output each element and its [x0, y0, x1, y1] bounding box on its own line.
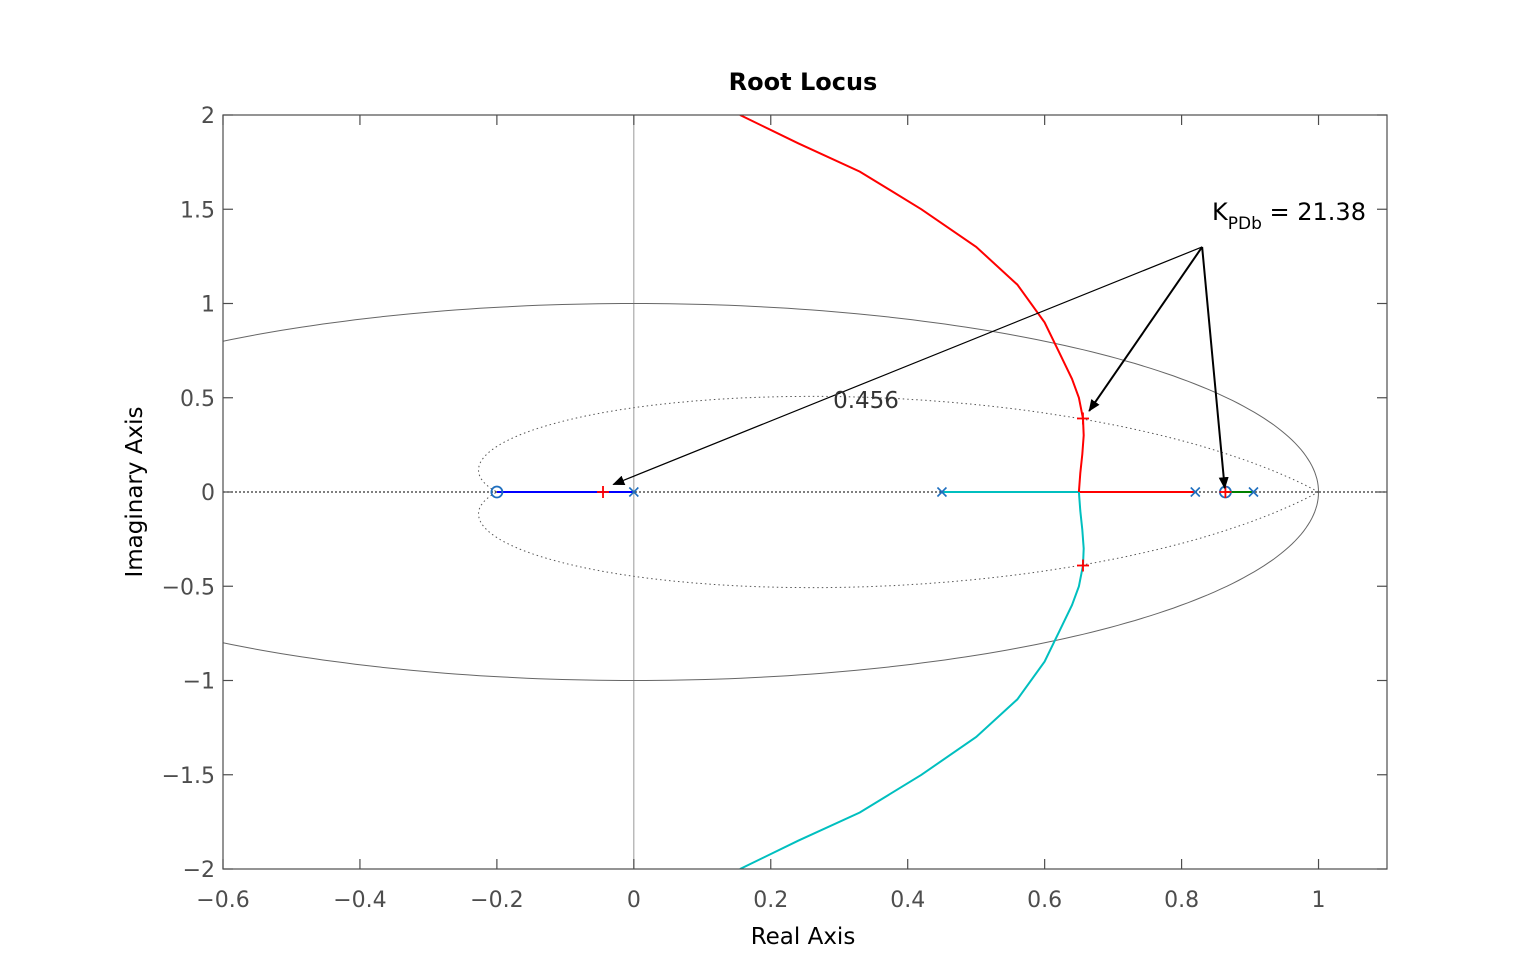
locus-branches — [496, 115, 1254, 869]
pole-stroke — [628, 486, 639, 498]
annotation-value: = 21.38 — [1262, 198, 1366, 226]
pole-zero-markers — [490, 412, 1259, 572]
y-tick-label: 2 — [201, 104, 215, 129]
zero-marker-0 — [490, 485, 504, 499]
axis-ticks: −0.6 −0.4 −0.2 0 0.2 0.4 0.6 0.8 1 −2 −1.5 −1 −0.5 0 0… — [162, 104, 1387, 913]
x-tick-label: 0 — [627, 888, 641, 913]
chart-title: Root Locus — [729, 68, 878, 96]
y-tick-label: −2 — [183, 858, 215, 883]
pole-marker-0 — [628, 486, 639, 498]
x-tick-label: 0.6 — [1027, 888, 1062, 913]
annotation-k: K — [1212, 198, 1229, 226]
y-tick-label: 0.5 — [180, 387, 215, 412]
y-tick-label: 0 — [201, 481, 215, 506]
damping-contour-lower — [478, 491, 1319, 589]
annotation-arrow-1 — [1088, 246, 1203, 412]
y-axis-label: Imaginary Axis — [122, 406, 148, 577]
y-tick-label: 1 — [201, 293, 215, 318]
annotation-label: KPDb = 21.38 — [1212, 198, 1366, 234]
pole-marker-3 — [1248, 486, 1259, 498]
x-tick-label: 0.8 — [1164, 888, 1199, 913]
annotation-subscript: PDb — [1228, 214, 1262, 234]
unit-circle — [223, 303, 1319, 681]
pole-stroke — [1248, 486, 1259, 498]
x-tick-label: 1 — [1312, 888, 1326, 913]
pole-marker-2 — [1190, 486, 1201, 498]
pole-marker-1 — [936, 486, 948, 498]
gain-marker-2 — [1076, 559, 1089, 572]
locus-branch-4 — [739, 491, 1085, 869]
x-tick-label: −0.6 — [196, 888, 249, 913]
x-tick-label: −0.2 — [470, 888, 523, 913]
y-tick-label: −1.5 — [162, 764, 215, 789]
y-tick-label: −0.5 — [162, 575, 215, 600]
gain-marker-1 — [1076, 412, 1089, 425]
gain-annotation: KPDb = 21.38 — [612, 198, 1366, 490]
y-tick-label: 1.5 — [180, 198, 215, 223]
y-tick-label: −1 — [183, 670, 215, 695]
locus-branch-3 — [739, 115, 1085, 493]
x-tick-label: −0.4 — [333, 888, 386, 913]
damping-ratio-label: 0.456 — [833, 388, 899, 414]
annotation-arrow-2 — [1201, 246, 1229, 490]
x-axis-label: Real Axis — [751, 924, 856, 950]
pole-stroke — [1190, 486, 1201, 498]
gain-marker-0 — [597, 486, 610, 498]
pole-stroke — [936, 486, 948, 498]
annotation-arrow-0 — [612, 246, 1203, 486]
x-tick-label: 0.2 — [753, 888, 788, 913]
x-tick-label: 0.4 — [890, 888, 925, 913]
damping-contour-upper — [478, 395, 1319, 493]
